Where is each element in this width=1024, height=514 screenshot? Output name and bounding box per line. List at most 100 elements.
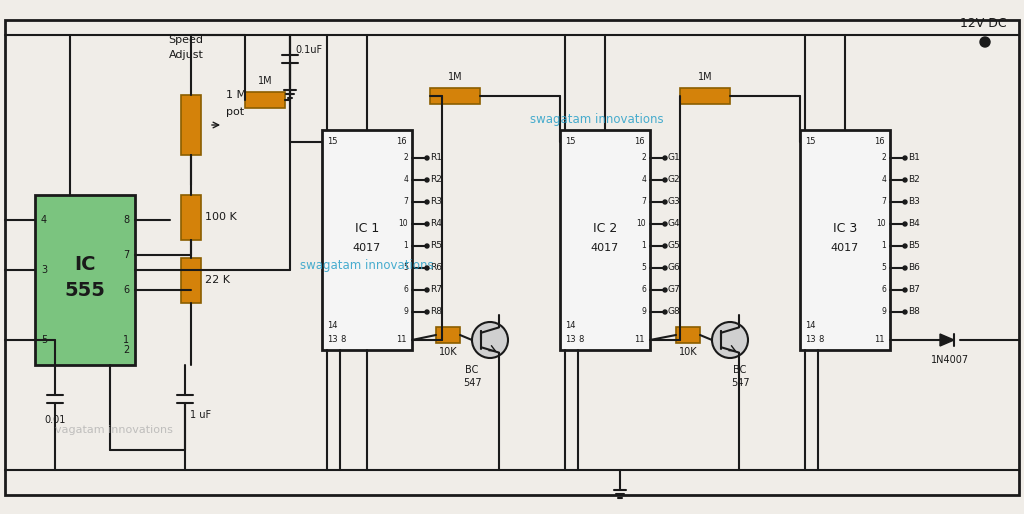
- Text: R7: R7: [430, 285, 442, 295]
- Circle shape: [472, 322, 508, 358]
- Text: 16: 16: [635, 138, 645, 146]
- Circle shape: [903, 266, 907, 270]
- Circle shape: [903, 178, 907, 182]
- Text: B8: B8: [908, 307, 920, 317]
- Text: 1M: 1M: [258, 76, 272, 86]
- Circle shape: [903, 156, 907, 160]
- Text: 3: 3: [41, 265, 47, 275]
- Text: B6: B6: [908, 264, 920, 272]
- Text: 13: 13: [327, 336, 338, 344]
- Text: 1: 1: [403, 242, 408, 250]
- Text: 11: 11: [874, 336, 885, 344]
- Text: pot: pot: [226, 107, 244, 117]
- Text: 10: 10: [877, 219, 886, 229]
- Text: IC 1: IC 1: [355, 222, 379, 234]
- Text: 7: 7: [403, 197, 408, 207]
- Text: 11: 11: [635, 336, 645, 344]
- Circle shape: [663, 156, 667, 160]
- Text: swagatam innovations: swagatam innovations: [300, 259, 433, 271]
- Text: 547: 547: [731, 378, 750, 388]
- Text: 6: 6: [123, 285, 129, 295]
- Text: G6: G6: [668, 264, 681, 272]
- Text: 8: 8: [578, 336, 584, 344]
- Circle shape: [663, 266, 667, 270]
- Text: 9: 9: [641, 307, 646, 317]
- Text: G3: G3: [668, 197, 681, 207]
- Text: 16: 16: [874, 138, 885, 146]
- Text: R5: R5: [430, 242, 442, 250]
- Circle shape: [425, 310, 429, 314]
- Text: 22 K: 22 K: [205, 275, 230, 285]
- Text: 5: 5: [403, 264, 408, 272]
- Text: 2: 2: [123, 345, 129, 355]
- Circle shape: [903, 222, 907, 226]
- Circle shape: [425, 288, 429, 292]
- Text: 10K: 10K: [679, 347, 697, 357]
- Text: +: +: [979, 35, 991, 49]
- Text: 8: 8: [123, 215, 129, 225]
- Text: 7: 7: [641, 197, 646, 207]
- Text: 4: 4: [641, 175, 646, 185]
- Bar: [560, 130, 650, 350]
- Text: R2: R2: [430, 175, 442, 185]
- Text: 2: 2: [641, 154, 646, 162]
- Text: G8: G8: [668, 307, 681, 317]
- Circle shape: [663, 310, 667, 314]
- Circle shape: [712, 322, 748, 358]
- Text: 5: 5: [641, 264, 646, 272]
- Text: B2: B2: [908, 175, 920, 185]
- Text: 15: 15: [805, 138, 815, 146]
- Text: 13: 13: [805, 336, 816, 344]
- Text: 1M: 1M: [447, 72, 462, 82]
- Text: R3: R3: [430, 197, 442, 207]
- Text: 10: 10: [398, 219, 408, 229]
- Circle shape: [425, 200, 429, 204]
- Bar: [35, 195, 135, 365]
- Text: 13: 13: [565, 336, 575, 344]
- Bar: [436, 327, 460, 343]
- Text: 4017: 4017: [353, 243, 381, 253]
- Text: 1M: 1M: [697, 72, 713, 82]
- Text: 7: 7: [123, 250, 129, 260]
- Text: IC: IC: [75, 255, 96, 274]
- Bar: [676, 327, 700, 343]
- Circle shape: [903, 288, 907, 292]
- Bar: [680, 88, 730, 104]
- Text: B1: B1: [908, 154, 920, 162]
- Text: B4: B4: [908, 219, 920, 229]
- Text: 4017: 4017: [830, 243, 859, 253]
- Text: 1 uF: 1 uF: [190, 410, 211, 420]
- Text: 10K: 10K: [438, 347, 458, 357]
- Circle shape: [425, 266, 429, 270]
- Text: 14: 14: [805, 321, 815, 329]
- Text: 6: 6: [881, 285, 886, 295]
- Text: B3: B3: [908, 197, 920, 207]
- Bar: [181, 195, 201, 240]
- Polygon shape: [940, 334, 954, 346]
- Text: 4: 4: [41, 215, 47, 225]
- Text: 7: 7: [881, 197, 886, 207]
- Text: 1 M: 1 M: [226, 90, 246, 100]
- Text: 547: 547: [463, 378, 481, 388]
- Circle shape: [425, 156, 429, 160]
- Circle shape: [903, 244, 907, 248]
- Text: 2: 2: [403, 154, 408, 162]
- Text: 10: 10: [636, 219, 646, 229]
- Text: Speed: Speed: [169, 35, 204, 45]
- Text: 1N4007: 1N4007: [931, 355, 969, 365]
- Text: B7: B7: [908, 285, 920, 295]
- Text: 9: 9: [881, 307, 886, 317]
- Text: 1: 1: [882, 242, 886, 250]
- Circle shape: [980, 37, 990, 47]
- Circle shape: [903, 200, 907, 204]
- Text: 100 K: 100 K: [205, 212, 237, 222]
- Bar: [430, 88, 480, 104]
- Text: 4: 4: [881, 175, 886, 185]
- Text: 5: 5: [881, 264, 886, 272]
- Text: 0.01: 0.01: [44, 415, 66, 425]
- Text: 6: 6: [641, 285, 646, 295]
- Text: 2: 2: [882, 154, 886, 162]
- Text: 1: 1: [123, 335, 129, 345]
- Text: IC 3: IC 3: [833, 222, 857, 234]
- Text: 4017: 4017: [591, 243, 620, 253]
